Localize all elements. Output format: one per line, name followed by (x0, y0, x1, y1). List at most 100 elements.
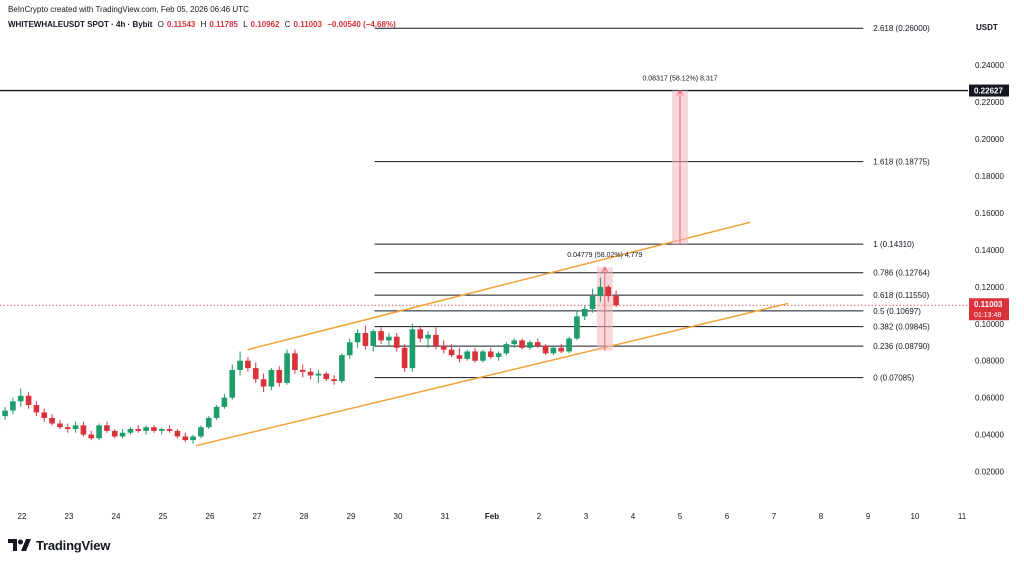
price-tick-label: 0.22000 (975, 98, 1004, 107)
candle-body (88, 434, 95, 439)
candle-body (440, 345, 447, 350)
target-price-tag-label: 0.22627 (974, 87, 1003, 96)
candle-body (166, 429, 173, 431)
candle-body (10, 401, 16, 411)
price-change: −0.00540 (−4.68%) (327, 20, 396, 29)
price-tick-label: 0.20000 (975, 135, 1004, 144)
candle-body (33, 405, 40, 413)
candle-body (613, 296, 619, 306)
candle-body (260, 379, 267, 387)
last-price-tag (969, 298, 1009, 321)
currency-label: USDT (976, 23, 998, 32)
candle-body (581, 308, 588, 317)
price-tick-label: 0.14000 (975, 246, 1004, 255)
time-tick-label: 31 (441, 512, 450, 521)
candle-body (527, 342, 533, 348)
time-tick-label: 24 (112, 512, 121, 521)
time-tick-label: 4 (631, 512, 636, 521)
price-tick-label: 0.24000 (975, 61, 1004, 70)
candle-body (307, 371, 314, 376)
candle-body (378, 331, 384, 341)
candle-body (182, 436, 189, 441)
candle-body (252, 368, 259, 380)
close-value: 0.11003 (293, 20, 322, 29)
candle-body (57, 423, 63, 428)
measure-label: 0.08317 (58.12%) 8,317 (642, 75, 717, 82)
candle-body (597, 286, 604, 297)
price-tick-label: 0.08000 (975, 357, 1004, 366)
channel-lower-line (195, 302, 789, 447)
time-tick-label: 11 (958, 512, 967, 521)
candle-body (566, 338, 572, 352)
close-label: C (284, 20, 291, 29)
candle-body (464, 351, 471, 359)
last-price-value: 0.11003 (974, 300, 1003, 309)
price-tick-label: 0.12000 (975, 283, 1004, 292)
time-tick-label: 26 (206, 512, 215, 521)
price-axis: 0.02000 0.04000 0.06000 0.08000 0.10000 0.120… (969, 61, 1009, 477)
candle-body (104, 425, 110, 431)
candle-body (143, 427, 149, 431)
candle-body (284, 353, 290, 383)
candle-body (158, 429, 165, 431)
tradingview-logo-icon (8, 539, 31, 551)
candle-body (346, 342, 353, 356)
time-tick-label: 7 (772, 512, 777, 521)
candle-body (41, 412, 48, 418)
symbol-name[interactable]: WHITEWHALEUSDT SPOT · 4h · Bybit (8, 20, 153, 29)
candle-body (558, 347, 565, 352)
candle-body (245, 360, 251, 369)
low-value: 0.10962 (250, 20, 280, 29)
candle-body (511, 340, 518, 345)
time-tick-label: 28 (300, 512, 309, 521)
candle-body (205, 417, 212, 428)
candle-body (519, 340, 525, 348)
time-tick-label: 2 (537, 512, 542, 521)
candle-body (550, 347, 557, 354)
time-tick-label: 5 (678, 512, 683, 521)
time-tick-label: 22 (18, 512, 27, 521)
candle-body (417, 329, 424, 339)
price-tick-label: 0.04000 (975, 431, 1004, 440)
candle-body (299, 369, 306, 372)
price-tick-label: 0.02000 (975, 468, 1004, 477)
candle-body (425, 334, 431, 339)
candle-body (190, 436, 196, 441)
time-tick-label: 27 (253, 512, 262, 521)
candle-body (456, 355, 463, 359)
brand-name: TradingView (36, 537, 111, 553)
candle-body (354, 333, 361, 343)
candles-layer (0, 277, 619, 444)
measure-arrow-head (601, 266, 609, 273)
candle-body (25, 395, 32, 406)
tradingview-brand[interactable]: TradingView (8, 536, 110, 554)
candle-body (542, 345, 549, 354)
time-tick-label: 6 (725, 512, 730, 521)
fib-level-label: 0.5 (0.10697) (873, 307, 921, 316)
time-axis: 22 23 24 25 26 27 28 29 30 31 Feb 2 3 4 5 6 7 8 9 10 11 (18, 512, 967, 521)
candle-body (229, 369, 236, 398)
candle-body (589, 296, 596, 309)
candle-body (2, 410, 8, 417)
candle-body (605, 286, 612, 297)
candle-body (362, 333, 369, 346)
candle-body (174, 430, 181, 437)
labels-layer: 0 (0.07085) 0.236 (0.08790) 0.382 (0.09845… (567, 24, 930, 382)
channel-upper-line (247, 221, 751, 351)
candle-body (119, 432, 126, 437)
open-label: O (157, 20, 164, 29)
candle-body (64, 427, 71, 430)
candle-body (323, 373, 330, 380)
candle-body (237, 360, 243, 370)
candle-body (534, 342, 541, 346)
high-value: 0.11785 (209, 20, 238, 29)
drawing-layer (0, 27, 968, 447)
time-tick-label: 8 (819, 512, 824, 521)
fib-level-label: 0.382 (0.09845) (873, 323, 930, 332)
candle-body (268, 369, 275, 387)
fib-level-label: 0 (0.07085) (873, 374, 914, 383)
time-tick-label: 30 (394, 512, 403, 521)
low-label: L (243, 20, 248, 29)
price-tick-label: 0.18000 (975, 172, 1004, 181)
